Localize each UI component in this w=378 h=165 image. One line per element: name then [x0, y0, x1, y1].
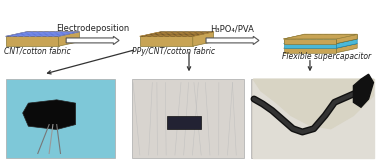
Polygon shape — [336, 34, 357, 44]
Polygon shape — [140, 32, 214, 36]
Polygon shape — [284, 48, 336, 53]
FancyBboxPatch shape — [251, 79, 374, 158]
Text: Electrodeposition: Electrodeposition — [56, 24, 129, 33]
Polygon shape — [353, 74, 373, 107]
Polygon shape — [23, 100, 76, 130]
Text: H₃PO₄/PVA: H₃PO₄/PVA — [211, 24, 254, 33]
Polygon shape — [140, 36, 193, 46]
Text: CNT/cotton fabric: CNT/cotton fabric — [4, 47, 71, 56]
Polygon shape — [66, 36, 119, 45]
Polygon shape — [336, 34, 357, 44]
Polygon shape — [6, 36, 59, 46]
FancyBboxPatch shape — [6, 79, 115, 158]
Polygon shape — [284, 39, 336, 44]
Polygon shape — [284, 39, 357, 44]
FancyBboxPatch shape — [167, 115, 201, 129]
FancyBboxPatch shape — [132, 79, 244, 158]
Polygon shape — [284, 34, 357, 39]
Polygon shape — [284, 34, 357, 39]
Polygon shape — [59, 32, 79, 46]
Polygon shape — [253, 79, 373, 129]
Polygon shape — [284, 39, 336, 44]
Polygon shape — [193, 32, 214, 46]
Text: Flexible supercapacitor: Flexible supercapacitor — [282, 52, 371, 61]
Polygon shape — [284, 44, 336, 48]
Polygon shape — [284, 44, 357, 48]
Polygon shape — [6, 32, 79, 36]
Polygon shape — [336, 44, 357, 53]
Text: PPy/CNT/cotton fabric: PPy/CNT/cotton fabric — [132, 47, 215, 56]
Polygon shape — [206, 36, 259, 45]
Polygon shape — [336, 39, 357, 48]
